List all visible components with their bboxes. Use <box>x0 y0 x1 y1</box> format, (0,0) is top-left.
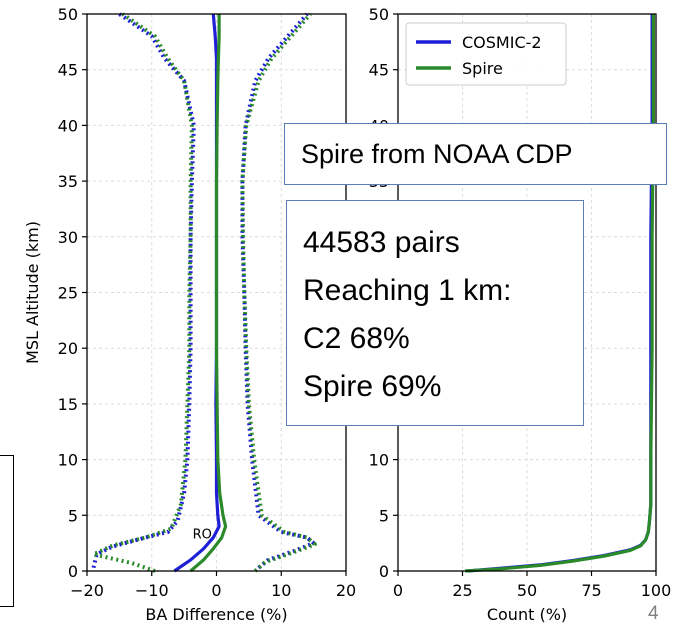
y-tick-label: 40 <box>58 116 78 135</box>
y-tick-label: 10 <box>369 451 389 470</box>
y-tick-label: 5 <box>379 506 389 525</box>
pairs-count-text: 44583 pairs <box>303 226 460 259</box>
data-source-callout: Spire from NOAA CDP <box>284 123 667 185</box>
x-tick-label: 20 <box>336 581 356 600</box>
y-tick-label: 45 <box>58 61 78 80</box>
y-tick-label: 0 <box>68 562 78 581</box>
y-tick-label: 15 <box>58 395 78 414</box>
series-line-spire-spread-low <box>91 12 194 573</box>
legend-label: COSMIC-2 <box>462 33 542 52</box>
slide-number: 4 <box>648 603 659 624</box>
y-tick-label: 0 <box>379 562 389 581</box>
y-tick-label: 20 <box>58 339 78 358</box>
x-tick-label: 75 <box>581 581 601 600</box>
y-tick-label: 35 <box>58 172 78 191</box>
x-tick-label: 0 <box>393 581 403 600</box>
series-line-cosmic-2-spread-low <box>91 12 196 569</box>
x-tick-label: 100 <box>641 581 672 600</box>
y-tick-label: 50 <box>369 5 389 24</box>
stats-callout: 44583 pairs Reaching 1 km: C2 68% Spire … <box>286 200 584 426</box>
series-line-spire <box>465 14 656 573</box>
x-tick-label: −10 <box>135 581 169 600</box>
y-tick-label: 10 <box>58 451 78 470</box>
reaching-text: Reaching 1 km: <box>303 274 512 307</box>
series-line-spire-spread-high <box>240 12 317 573</box>
x-axis-label: Count (%) <box>487 605 567 624</box>
c2-percent-text: C2 68% <box>303 322 410 355</box>
x-tick-label: 0 <box>211 581 221 600</box>
y-axis-label: MSL Altitude (km) <box>23 221 42 364</box>
y-tick-label: 5 <box>68 506 78 525</box>
annotation-ro: RO <box>193 528 212 543</box>
data-source-text: Spire from NOAA CDP <box>301 138 573 169</box>
spire-percent-text: Spire 69% <box>303 370 442 403</box>
side-box <box>0 455 14 607</box>
x-tick-label: 25 <box>452 581 472 600</box>
legend-label: Spire <box>462 59 503 78</box>
y-tick-label: 25 <box>58 284 78 303</box>
y-tick-label: 50 <box>58 5 78 24</box>
y-tick-label: 45 <box>369 61 389 80</box>
x-axis-label: BA Difference (%) <box>145 605 287 624</box>
x-tick-label: 10 <box>271 581 291 600</box>
x-tick-label: −20 <box>70 581 104 600</box>
x-tick-label: 50 <box>517 581 537 600</box>
series-line-spire <box>189 14 228 573</box>
y-tick-label: 30 <box>58 228 78 247</box>
